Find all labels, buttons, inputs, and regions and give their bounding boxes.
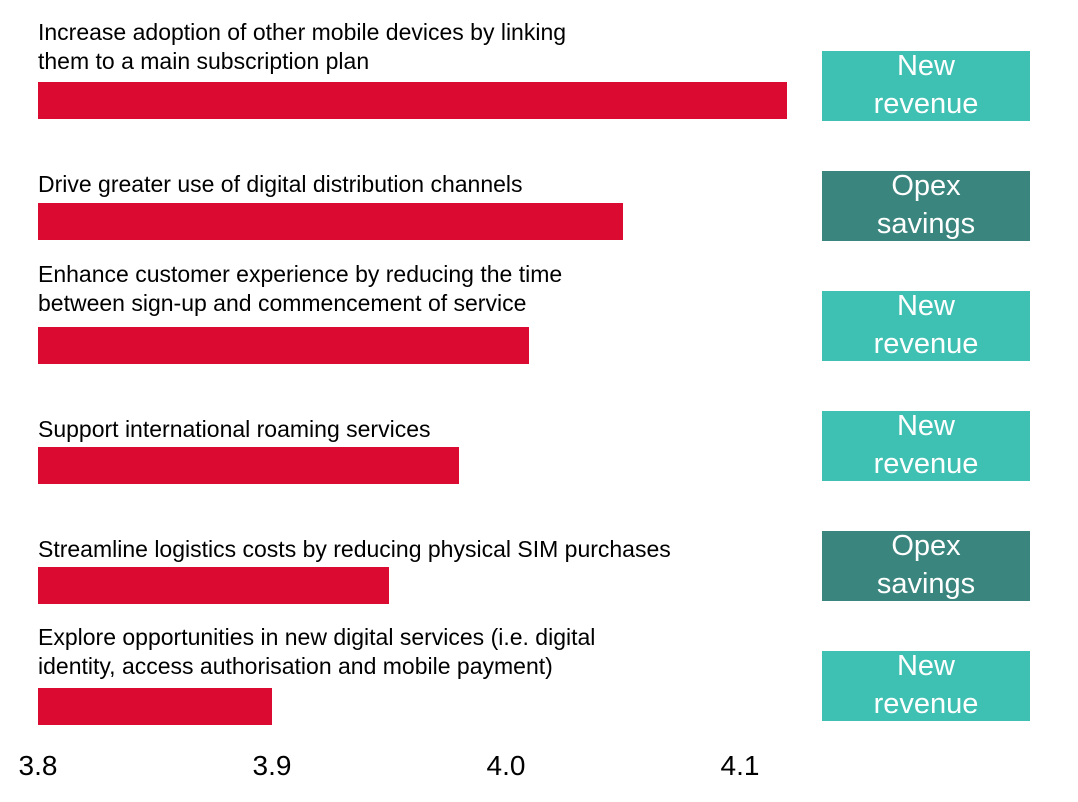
category-badge: New revenue bbox=[822, 50, 1030, 121]
category-badge-label: New revenue bbox=[873, 650, 979, 720]
x-axis-tick-label: 4.1 bbox=[720, 750, 760, 781]
bar bbox=[38, 567, 389, 604]
category-badge: Opex savings bbox=[822, 170, 1030, 241]
category-badge-label: Opex savings bbox=[876, 530, 976, 600]
category-badge: Opex savings bbox=[822, 530, 1030, 601]
bar-label: Enhance customer experience by reducing … bbox=[38, 261, 563, 316]
bar-label: Drive greater use of digital distributio… bbox=[38, 171, 523, 197]
category-badge-label: New revenue bbox=[873, 290, 979, 360]
category-badge: New revenue bbox=[822, 410, 1030, 481]
bar bbox=[38, 203, 623, 240]
category-badge-label: Opex savings bbox=[876, 170, 976, 240]
bar-label: Streamline logistics costs by reducing p… bbox=[38, 536, 671, 562]
category-badge-label: New revenue bbox=[873, 50, 979, 120]
bar-label: Support international roaming services bbox=[38, 416, 431, 442]
category-badge-label: New revenue bbox=[873, 410, 979, 480]
category-badge: New revenue bbox=[822, 290, 1030, 361]
x-axis-tick-label: 3.8 bbox=[18, 750, 58, 781]
x-axis-tick-label: 4.0 bbox=[486, 750, 526, 781]
bar bbox=[38, 447, 459, 484]
bar-label: Increase adoption of other mobile device… bbox=[38, 19, 567, 74]
category-badge: New revenue bbox=[822, 650, 1030, 721]
bar bbox=[38, 688, 272, 725]
bar bbox=[38, 82, 787, 119]
x-axis-tick-label: 3.9 bbox=[252, 750, 292, 781]
bar bbox=[38, 327, 529, 364]
bar-label: Explore opportunities in new digital ser… bbox=[38, 624, 596, 679]
